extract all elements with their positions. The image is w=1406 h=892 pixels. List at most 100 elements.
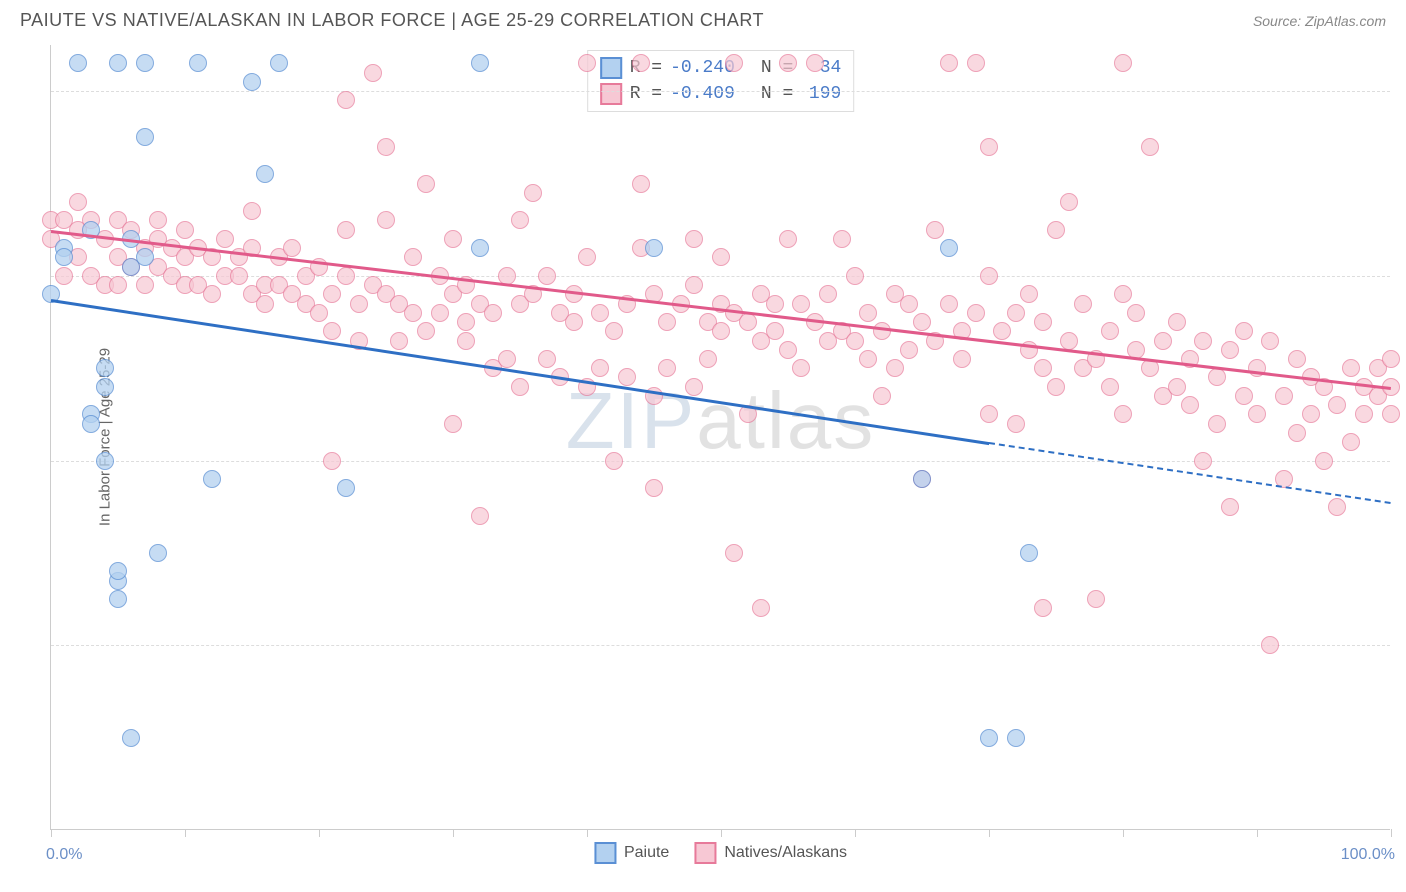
data-point bbox=[712, 248, 730, 266]
data-point bbox=[1060, 193, 1078, 211]
data-point bbox=[779, 54, 797, 72]
regression-line bbox=[51, 299, 989, 445]
data-point bbox=[980, 138, 998, 156]
data-point bbox=[953, 350, 971, 368]
data-point bbox=[1235, 322, 1253, 340]
data-point bbox=[1141, 138, 1159, 156]
data-point bbox=[846, 332, 864, 350]
data-point bbox=[605, 322, 623, 340]
data-point bbox=[457, 313, 475, 331]
data-point bbox=[859, 304, 877, 322]
data-point bbox=[1020, 544, 1038, 562]
data-point bbox=[337, 479, 355, 497]
data-point bbox=[967, 54, 985, 72]
data-point bbox=[1114, 54, 1132, 72]
gridline bbox=[51, 461, 1390, 462]
r-value-natives: -0.409 bbox=[670, 84, 735, 104]
data-point bbox=[873, 387, 891, 405]
gridline bbox=[51, 276, 1390, 277]
data-point bbox=[980, 729, 998, 747]
data-point bbox=[270, 54, 288, 72]
x-axis-min-label: 0.0% bbox=[46, 846, 82, 864]
data-point bbox=[136, 248, 154, 266]
data-point bbox=[1248, 405, 1266, 423]
x-tick bbox=[1257, 829, 1258, 837]
data-point bbox=[176, 221, 194, 239]
data-point bbox=[1382, 405, 1400, 423]
x-tick bbox=[989, 829, 990, 837]
data-point bbox=[913, 313, 931, 331]
legend-swatch-natives bbox=[600, 83, 622, 105]
data-point bbox=[216, 230, 234, 248]
data-point bbox=[1221, 341, 1239, 359]
data-point bbox=[1074, 295, 1092, 313]
data-point bbox=[203, 285, 221, 303]
data-point bbox=[1328, 396, 1346, 414]
x-tick bbox=[855, 829, 856, 837]
legend-swatch-icon bbox=[694, 842, 716, 864]
data-point bbox=[926, 221, 944, 239]
y-tick-label: 100.0% bbox=[1400, 82, 1406, 100]
data-point bbox=[1168, 378, 1186, 396]
series-legend: Paiute Natives/Alaskans bbox=[594, 842, 847, 864]
data-point bbox=[109, 54, 127, 72]
data-point bbox=[136, 128, 154, 146]
data-point bbox=[873, 322, 891, 340]
data-point bbox=[203, 470, 221, 488]
source-attribution: Source: ZipAtlas.com bbox=[1253, 13, 1386, 29]
data-point bbox=[377, 138, 395, 156]
x-axis-max-label: 100.0% bbox=[1341, 846, 1395, 864]
n-value-natives: 199 bbox=[801, 84, 841, 104]
x-tick bbox=[453, 829, 454, 837]
data-point bbox=[940, 295, 958, 313]
data-point bbox=[900, 295, 918, 313]
data-point bbox=[980, 267, 998, 285]
data-point bbox=[444, 230, 462, 248]
data-point bbox=[364, 64, 382, 82]
data-point bbox=[69, 54, 87, 72]
scatter-chart: In Labor Force | Age 25-29 ZIPatlas 0.0%… bbox=[50, 45, 1390, 830]
data-point bbox=[1101, 322, 1119, 340]
data-point bbox=[967, 304, 985, 322]
data-point bbox=[511, 378, 529, 396]
legend-swatch-icon bbox=[594, 842, 616, 864]
data-point bbox=[350, 295, 368, 313]
data-point bbox=[1288, 424, 1306, 442]
data-point bbox=[578, 54, 596, 72]
data-point bbox=[377, 211, 395, 229]
data-point bbox=[685, 378, 703, 396]
data-point bbox=[1382, 350, 1400, 368]
data-point bbox=[658, 313, 676, 331]
data-point bbox=[256, 295, 274, 313]
data-point bbox=[886, 359, 904, 377]
data-point bbox=[337, 91, 355, 109]
data-point bbox=[565, 313, 583, 331]
data-point bbox=[1342, 433, 1360, 451]
y-tick-label: 60.0% bbox=[1400, 452, 1406, 470]
data-point bbox=[685, 276, 703, 294]
data-point bbox=[779, 341, 797, 359]
data-point bbox=[779, 230, 797, 248]
data-point bbox=[1047, 378, 1065, 396]
data-point bbox=[658, 359, 676, 377]
data-point bbox=[122, 729, 140, 747]
data-point bbox=[96, 378, 114, 396]
data-point bbox=[1114, 285, 1132, 303]
data-point bbox=[605, 452, 623, 470]
data-point bbox=[538, 350, 556, 368]
data-point bbox=[1007, 415, 1025, 433]
data-point bbox=[1355, 405, 1373, 423]
data-point bbox=[578, 248, 596, 266]
data-point bbox=[1261, 332, 1279, 350]
data-point bbox=[471, 239, 489, 257]
data-point bbox=[390, 332, 408, 350]
data-point bbox=[337, 267, 355, 285]
data-point bbox=[993, 322, 1011, 340]
data-point bbox=[1114, 405, 1132, 423]
data-point bbox=[1007, 304, 1025, 322]
x-tick bbox=[1123, 829, 1124, 837]
y-tick-label: 80.0% bbox=[1400, 267, 1406, 285]
chart-title: PAIUTE VS NATIVE/ALASKAN IN LABOR FORCE … bbox=[20, 10, 764, 31]
data-point bbox=[1020, 285, 1038, 303]
data-point bbox=[632, 54, 650, 72]
